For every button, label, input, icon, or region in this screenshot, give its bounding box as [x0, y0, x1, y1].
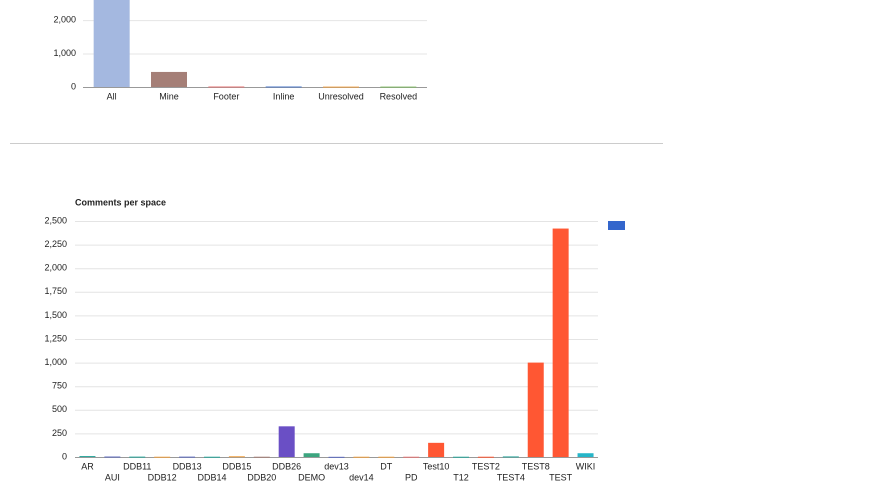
bar [104, 456, 121, 458]
y-tick-label: 2,000 [53, 14, 76, 24]
x-tick-label: Test10 [423, 461, 450, 471]
x-tick-label: T12 [453, 472, 469, 482]
bar [303, 453, 320, 457]
y-tick-label: 250 [52, 428, 67, 438]
x-tick-label: AUI [105, 472, 120, 482]
x-tick-label: DDB15 [222, 461, 251, 471]
x-tick-label: Resolved [380, 91, 418, 101]
x-tick-label: dev13 [324, 461, 349, 471]
x-tick-label: DDB20 [247, 472, 276, 482]
x-tick-label: DDB11 [123, 461, 151, 471]
y-tick-label: 0 [62, 451, 67, 461]
bar [93, 0, 130, 87]
bar [154, 456, 171, 458]
bar [323, 86, 359, 88]
y-tick-label: 500 [52, 404, 67, 414]
x-tick-label: All [107, 91, 117, 101]
x-tick-label: Footer [213, 91, 239, 101]
bar [328, 456, 345, 458]
bar [129, 456, 146, 458]
bar [208, 86, 245, 88]
x-tick-label: Mine [159, 91, 179, 101]
bar [527, 362, 544, 457]
x-tick-label: DDB14 [197, 472, 226, 482]
bar [577, 453, 594, 457]
y-tick-label: 750 [52, 381, 67, 391]
bar [228, 456, 245, 458]
y-tick-label: 0 [71, 81, 76, 91]
legend-swatch [608, 221, 625, 230]
y-tick-label: 1,000 [53, 48, 76, 58]
bar [502, 456, 519, 458]
x-tick-label: DDB13 [173, 461, 202, 471]
y-tick-label: 1,750 [44, 286, 67, 296]
chart-title: Comments per space [75, 197, 166, 207]
bar [151, 71, 187, 87]
x-tick-label: Inline [273, 91, 295, 101]
bar [477, 456, 494, 458]
y-tick-label: 1,500 [44, 310, 67, 320]
x-tick-label: DT [380, 461, 392, 471]
x-tick-label: TEST8 [522, 461, 550, 471]
x-tick-label: TEST [549, 472, 573, 482]
bar [79, 456, 96, 458]
x-tick-label: DDB12 [148, 472, 177, 482]
bar [453, 456, 470, 458]
x-tick-label: Unresolved [318, 91, 364, 101]
bar [353, 456, 370, 458]
x-tick-label: PD [405, 472, 418, 482]
bar [552, 228, 569, 457]
x-tick-label: dev14 [349, 472, 374, 482]
bar [265, 86, 302, 88]
x-tick-label: TEST4 [497, 472, 525, 482]
x-tick-label: AR [81, 461, 94, 471]
y-tick-label: 1,250 [44, 333, 67, 343]
y-tick-label: 2,000 [44, 263, 67, 273]
x-tick-label: DDB26 [272, 461, 301, 471]
bar [428, 442, 445, 457]
bar [253, 456, 270, 458]
bar [380, 86, 417, 88]
bar [403, 456, 420, 458]
y-tick-label: 1,000 [44, 357, 67, 367]
x-tick-label: TEST2 [472, 461, 500, 471]
x-tick-label: WIKI [576, 461, 596, 471]
y-tick-label: 2,500 [44, 215, 67, 225]
bar [378, 456, 395, 458]
bar [278, 426, 295, 457]
y-tick-label: 2,250 [44, 239, 67, 249]
x-tick-label: DEMO [298, 472, 325, 482]
bar [203, 456, 220, 458]
bar [179, 456, 196, 458]
